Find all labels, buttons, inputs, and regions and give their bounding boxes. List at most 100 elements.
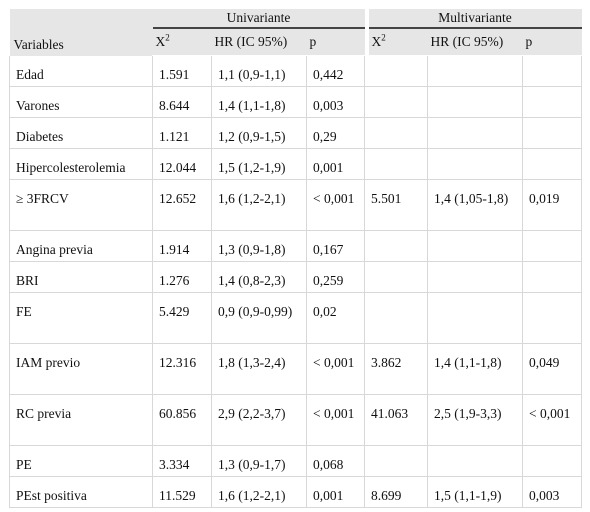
cell-u-p: < 0,001	[306, 394, 366, 446]
cell-u-x2: 1.914	[152, 230, 212, 262]
table-row: IAM previo 12.316 1,8 (1,3-2,4) < 0,001 …	[9, 343, 583, 395]
cell-u-p: 0,001	[306, 148, 366, 180]
header-variables: Variables	[9, 9, 153, 56]
table-row: Hipercolesterolemia 12.044 1,5 (1,2-1,9)…	[9, 148, 583, 180]
cell-m-p	[522, 148, 583, 180]
cell-m-p	[522, 230, 583, 262]
cell-u-p: 0,29	[306, 117, 366, 149]
cell-m-hr	[427, 292, 524, 344]
cell-m-x2	[364, 261, 429, 293]
table-row: PE 3.334 1,3 (0,9-1,7) 0,068	[9, 445, 583, 477]
cell-m-x2: 41.063	[364, 394, 429, 446]
cell-m-hr: 2,5 (1,9-3,3)	[427, 394, 524, 446]
table-row: FE 5.429 0,9 (0,9-0,99) 0,02	[9, 292, 583, 344]
cell-u-x2: 3.334	[152, 445, 212, 477]
header-u-p: p	[306, 28, 365, 56]
cell-m-hr	[427, 445, 524, 477]
table-row: Varones 8.644 1,4 (1,1-1,8) 0,003	[9, 86, 583, 118]
cell-m-hr: 1,4 (1,05-1,8)	[427, 179, 524, 231]
table-row: RC previa 60.856 2,9 (2,2-3,7) < 0,001 4…	[9, 394, 583, 446]
cell-u-hr: 1,3 (0,9-1,8)	[211, 230, 307, 262]
cell-u-hr: 1,4 (1,1-1,8)	[211, 86, 307, 118]
cell-m-p	[522, 445, 583, 477]
cell-u-x2: 12.316	[152, 343, 212, 395]
cell-u-hr: 1,2 (0,9-1,5)	[211, 117, 307, 149]
cell-m-x2: 5.501	[364, 179, 429, 231]
cell-u-x2: 5.429	[152, 292, 212, 344]
table-row: ≥ 3FRCV 12.652 1,6 (1,2-2,1) < 0,001 5.5…	[9, 179, 583, 231]
table-row: Edad 1.591 1,1 (0,9-1,1) 0,442	[9, 55, 583, 87]
cell-u-x2: 12.044	[152, 148, 212, 180]
cell-m-hr	[427, 148, 524, 180]
cell-m-p	[522, 117, 583, 149]
cell-u-p: 0,001	[306, 476, 366, 508]
cell-m-p: < 0,001	[522, 394, 583, 446]
header-m-p: p	[522, 28, 582, 56]
cell-u-p: 0,068	[306, 445, 366, 477]
cell-m-x2	[364, 148, 429, 180]
table-row: PEst positiva 11.529 1,6 (1,2-2,1) 0,001…	[9, 476, 583, 508]
cell-u-hr: 1,5 (1,2-1,9)	[211, 148, 307, 180]
cell-u-hr: 1,8 (1,3-2,4)	[211, 343, 307, 395]
cell-u-hr: 2,9 (2,2-3,7)	[211, 394, 307, 446]
cell-variable: Diabetes	[9, 117, 153, 149]
cell-m-hr	[427, 261, 524, 293]
cell-variable: PEst positiva	[9, 476, 153, 508]
header-multivariante: Multivariante	[368, 9, 582, 29]
cell-m-hr	[427, 117, 524, 149]
cell-m-hr	[427, 86, 524, 118]
cell-variable: IAM previo	[9, 343, 153, 395]
cell-variable: PE	[9, 445, 153, 477]
cell-m-x2	[364, 292, 429, 344]
cell-variable: RC previa	[9, 394, 153, 446]
header-group-row: Variables Univariante Multivariante	[9, 9, 582, 56]
cell-u-x2: 1.591	[152, 55, 212, 87]
header-m-x2: X2	[368, 28, 428, 56]
cell-m-x2	[364, 445, 429, 477]
cell-u-p: 0,003	[306, 86, 366, 118]
header-gap	[364, 9, 369, 28]
header-m-hr: HR (IC 95%)	[427, 28, 523, 56]
cell-u-p: 0,442	[306, 55, 366, 87]
cell-u-hr: 1,6 (1,2-2,1)	[211, 476, 307, 508]
cell-variable: BRI	[9, 261, 153, 293]
cell-m-hr	[427, 55, 524, 87]
header-univariante: Univariante	[152, 9, 365, 29]
cell-variable: Varones	[9, 86, 153, 118]
cell-u-hr: 1,1 (0,9-1,1)	[211, 55, 307, 87]
cell-u-hr: 1,3 (0,9-1,7)	[211, 445, 307, 477]
cell-m-p	[522, 292, 583, 344]
header-u-hr: HR (IC 95%)	[211, 28, 307, 56]
cell-m-hr: 1,5 (1,1-1,9)	[427, 476, 524, 508]
cell-variable: Edad	[9, 55, 153, 87]
cell-m-hr: 1,4 (1,1-1,8)	[427, 343, 524, 395]
table-row: Angina previa 1.914 1,3 (0,9-1,8) 0,167	[9, 230, 583, 262]
cell-u-hr: 1,6 (1,2-2,1)	[211, 179, 307, 231]
cell-variable: Hipercolesterolemia	[9, 148, 153, 180]
cell-m-x2	[364, 86, 429, 118]
cell-u-x2: 11.529	[152, 476, 212, 508]
cell-m-p	[522, 261, 583, 293]
cell-u-p: 0,02	[306, 292, 366, 344]
header-gap	[364, 28, 369, 56]
cell-m-hr	[427, 230, 524, 262]
cell-m-p: 0,049	[522, 343, 583, 395]
table-row: Diabetes 1.121 1,2 (0,9-1,5) 0,29	[9, 117, 583, 149]
cell-m-x2	[364, 230, 429, 262]
cell-m-x2: 8.699	[364, 476, 429, 508]
cell-u-x2: 8.644	[152, 86, 212, 118]
cell-variable: Angina previa	[9, 230, 153, 262]
cell-u-hr: 1,4 (0,8-2,3)	[211, 261, 307, 293]
header-u-x2: X2	[152, 28, 212, 56]
cell-u-hr: 0,9 (0,9-0,99)	[211, 292, 307, 344]
cell-u-p: < 0,001	[306, 343, 366, 395]
cell-variable: ≥ 3FRCV	[9, 179, 153, 231]
table-row: BRI 1.276 1,4 (0,8-2,3) 0,259	[9, 261, 583, 293]
cell-m-x2	[364, 55, 429, 87]
cell-m-x2: 3.862	[364, 343, 429, 395]
cell-m-p: 0,019	[522, 179, 583, 231]
cell-u-x2: 1.121	[152, 117, 212, 149]
cell-u-x2: 1.276	[152, 261, 212, 293]
cell-variable: FE	[9, 292, 153, 344]
header-sub-row: X2 HR (IC 95%) p X2 HR (IC 95%) p	[10, 28, 582, 56]
